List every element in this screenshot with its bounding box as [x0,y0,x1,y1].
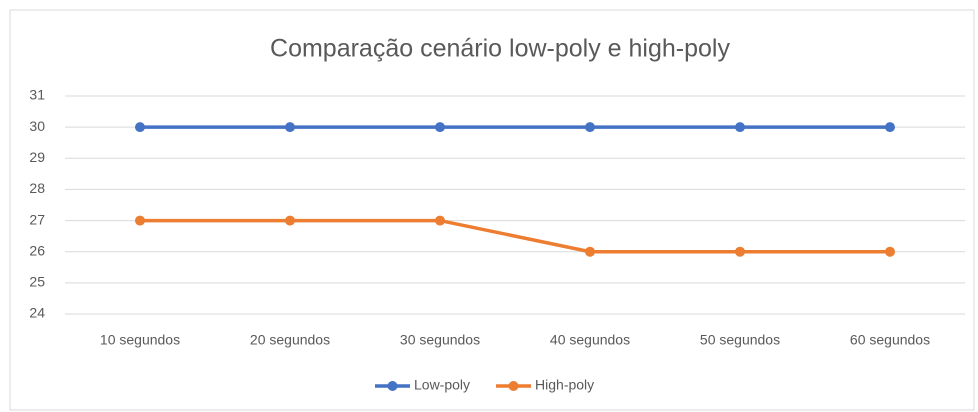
point-marker [135,215,145,226]
point-marker [585,122,595,133]
y-tick-label: 24 [29,305,45,321]
y-tick-label: 28 [29,180,45,196]
x-tick-label: 40 segundos [550,332,630,348]
y-tick-label: 25 [29,274,45,290]
x-tick-label: 30 segundos [400,332,480,348]
point-marker [285,122,295,133]
point-marker [435,215,445,226]
y-tick-label: 27 [29,211,45,227]
point-marker [585,246,595,257]
y-tick-label: 31 [29,87,45,103]
y-tick-label: 26 [29,242,45,258]
chart-title: Comparação cenário low-poly e high-poly [270,35,730,63]
legend-marker [387,381,398,391]
y-tick-label: 29 [29,149,45,165]
point-marker [135,122,145,133]
point-marker [735,122,745,133]
x-tick-label: 20 segundos [250,332,330,348]
point-marker [885,246,895,257]
point-marker [735,246,745,257]
y-tick-label: 30 [29,118,45,134]
x-tick-label: 10 segundos [100,332,180,348]
point-marker [285,215,295,226]
x-tick-label: 50 segundos [700,332,780,348]
point-marker [435,122,445,133]
x-tick-label: 60 segundos [850,332,930,348]
point-marker [885,122,895,133]
legend-marker [508,381,519,391]
series-line [140,218,890,254]
legend-label: High-poly [535,377,594,393]
legend-label: Low-poly [414,377,470,393]
chart-border [9,9,975,411]
